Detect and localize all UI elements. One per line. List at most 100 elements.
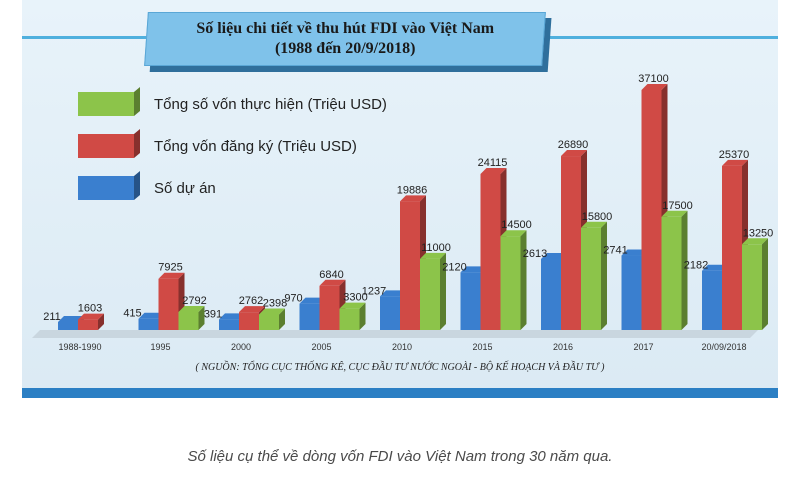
- bar-side: [279, 308, 285, 330]
- data-label: 2762: [239, 295, 263, 307]
- category-tick-label: 1995: [150, 342, 170, 352]
- bar-top: [219, 313, 245, 320]
- bar-2-1: [178, 311, 199, 330]
- bar-top: [581, 221, 607, 228]
- bar-top: [541, 253, 567, 260]
- bar-top: [420, 252, 446, 259]
- data-label: 24115: [478, 157, 508, 169]
- bar-1-1: [158, 278, 179, 330]
- bar-top: [380, 290, 406, 297]
- bar-2-6: [581, 227, 601, 330]
- bar-top: [259, 308, 285, 315]
- data-label: 11000: [421, 242, 451, 254]
- data-label: 2120: [442, 261, 466, 273]
- bar-top: [661, 210, 688, 217]
- category-tick-label: 2016: [553, 342, 573, 352]
- data-label: 17500: [662, 200, 693, 212]
- bar-1-5: [480, 174, 501, 330]
- chart-floor: [32, 330, 758, 338]
- bar-1-2: [239, 312, 259, 330]
- image-caption: Số liệu cụ thể về dòng vốn FDI vào Việt …: [187, 448, 613, 465]
- bar-0-2: [219, 319, 239, 330]
- legend-swatch: [78, 92, 134, 116]
- bar-top: [702, 264, 728, 271]
- bar-0-7: [621, 255, 642, 330]
- legend-swatch-side: [134, 87, 140, 116]
- legend-swatch-side: [134, 171, 140, 200]
- bar-1-8: [722, 165, 742, 330]
- bar-top: [78, 313, 104, 320]
- bar-2-8: [742, 244, 762, 330]
- data-label: 970: [284, 293, 302, 305]
- category-tick-label: 2010: [392, 342, 412, 352]
- bar-side: [681, 210, 688, 330]
- title-banner: Số liệu chi tiết về thu hút FDI vào Việt…: [144, 12, 546, 66]
- bar-2-3: [339, 308, 360, 330]
- bar-top: [460, 266, 487, 273]
- bar-top: [480, 168, 507, 174]
- footer-bar: [22, 388, 778, 398]
- bar-top: [621, 249, 648, 256]
- bar-side: [520, 230, 527, 330]
- bar-top: [239, 306, 265, 313]
- data-label: 14500: [501, 219, 532, 231]
- category-tick-label: 1988-1990: [58, 342, 101, 352]
- bar-1-3: [319, 285, 340, 330]
- data-label: 2613: [523, 248, 547, 260]
- data-label: 2792: [182, 295, 206, 307]
- bar-top: [58, 316, 84, 322]
- legend-swatch-side: [134, 129, 140, 158]
- bar-side: [440, 252, 446, 330]
- bar-0-6: [541, 259, 561, 330]
- category-tick-label: 20/09/2018: [701, 342, 746, 352]
- data-label: 415: [123, 308, 141, 320]
- data-label: 13250: [743, 227, 774, 239]
- category-tick-label: 2015: [472, 342, 492, 352]
- category-tick-label: 2017: [633, 342, 653, 352]
- legend-label: Số dự án: [154, 180, 216, 197]
- bar-1-6: [561, 156, 581, 330]
- chart-figure: 211 1603 1988-1990 415 7925 2792 1995 391 2762 23…: [22, 0, 778, 398]
- source-note: ( NGUỒN: TỔNG CỤC THỐNG KÊ, CỤC ĐẦU TƯ N…: [195, 360, 605, 373]
- bar-top: [178, 305, 205, 312]
- legend-swatch: [78, 134, 134, 158]
- data-label: 2741: [603, 245, 627, 257]
- bar-0-1: [138, 318, 159, 330]
- legend-swatch: [78, 176, 134, 200]
- bar-1-0: [78, 319, 98, 330]
- bar-2-7: [661, 216, 682, 330]
- bar-2-4: [420, 258, 440, 330]
- bar-0-5: [460, 272, 481, 330]
- bar-0-8: [702, 270, 722, 330]
- data-label: 19886: [397, 184, 428, 196]
- bar-chart: 211 1603 1988-1990 415 7925 2792 1995 391 2762 23…: [32, 73, 774, 373]
- category-tick-label: 2005: [311, 342, 331, 352]
- bar-top: [722, 159, 748, 166]
- bar-side: [359, 302, 366, 330]
- bar-0-0: [58, 322, 78, 330]
- bar-top: [138, 312, 165, 319]
- data-label: 3300: [343, 292, 367, 304]
- bar-1-4: [400, 201, 420, 330]
- data-label: 1603: [78, 303, 102, 315]
- legend-label: Tổng số vốn thực hiện (Triệu USD): [154, 96, 387, 113]
- data-label: 1237: [362, 285, 386, 297]
- bar-1-7: [641, 90, 662, 330]
- legend-label: Tổng vốn đăng ký (Triệu USD): [154, 138, 357, 155]
- bar-top: [641, 84, 668, 90]
- bar-top: [400, 195, 426, 202]
- bar-top: [319, 279, 346, 286]
- data-label: 6840: [319, 269, 343, 281]
- bar-2-2: [259, 314, 279, 330]
- data-label: 26890: [558, 139, 589, 151]
- data-label: 25370: [719, 149, 750, 161]
- data-label: 2398: [263, 297, 287, 309]
- bar-top: [158, 272, 185, 279]
- bar-0-4: [380, 296, 400, 330]
- bar-side: [98, 313, 104, 330]
- bar-side: [198, 305, 205, 330]
- bar-top: [339, 302, 366, 309]
- bar-top: [500, 230, 527, 237]
- data-label: 15800: [582, 211, 613, 223]
- bar-side: [762, 238, 768, 330]
